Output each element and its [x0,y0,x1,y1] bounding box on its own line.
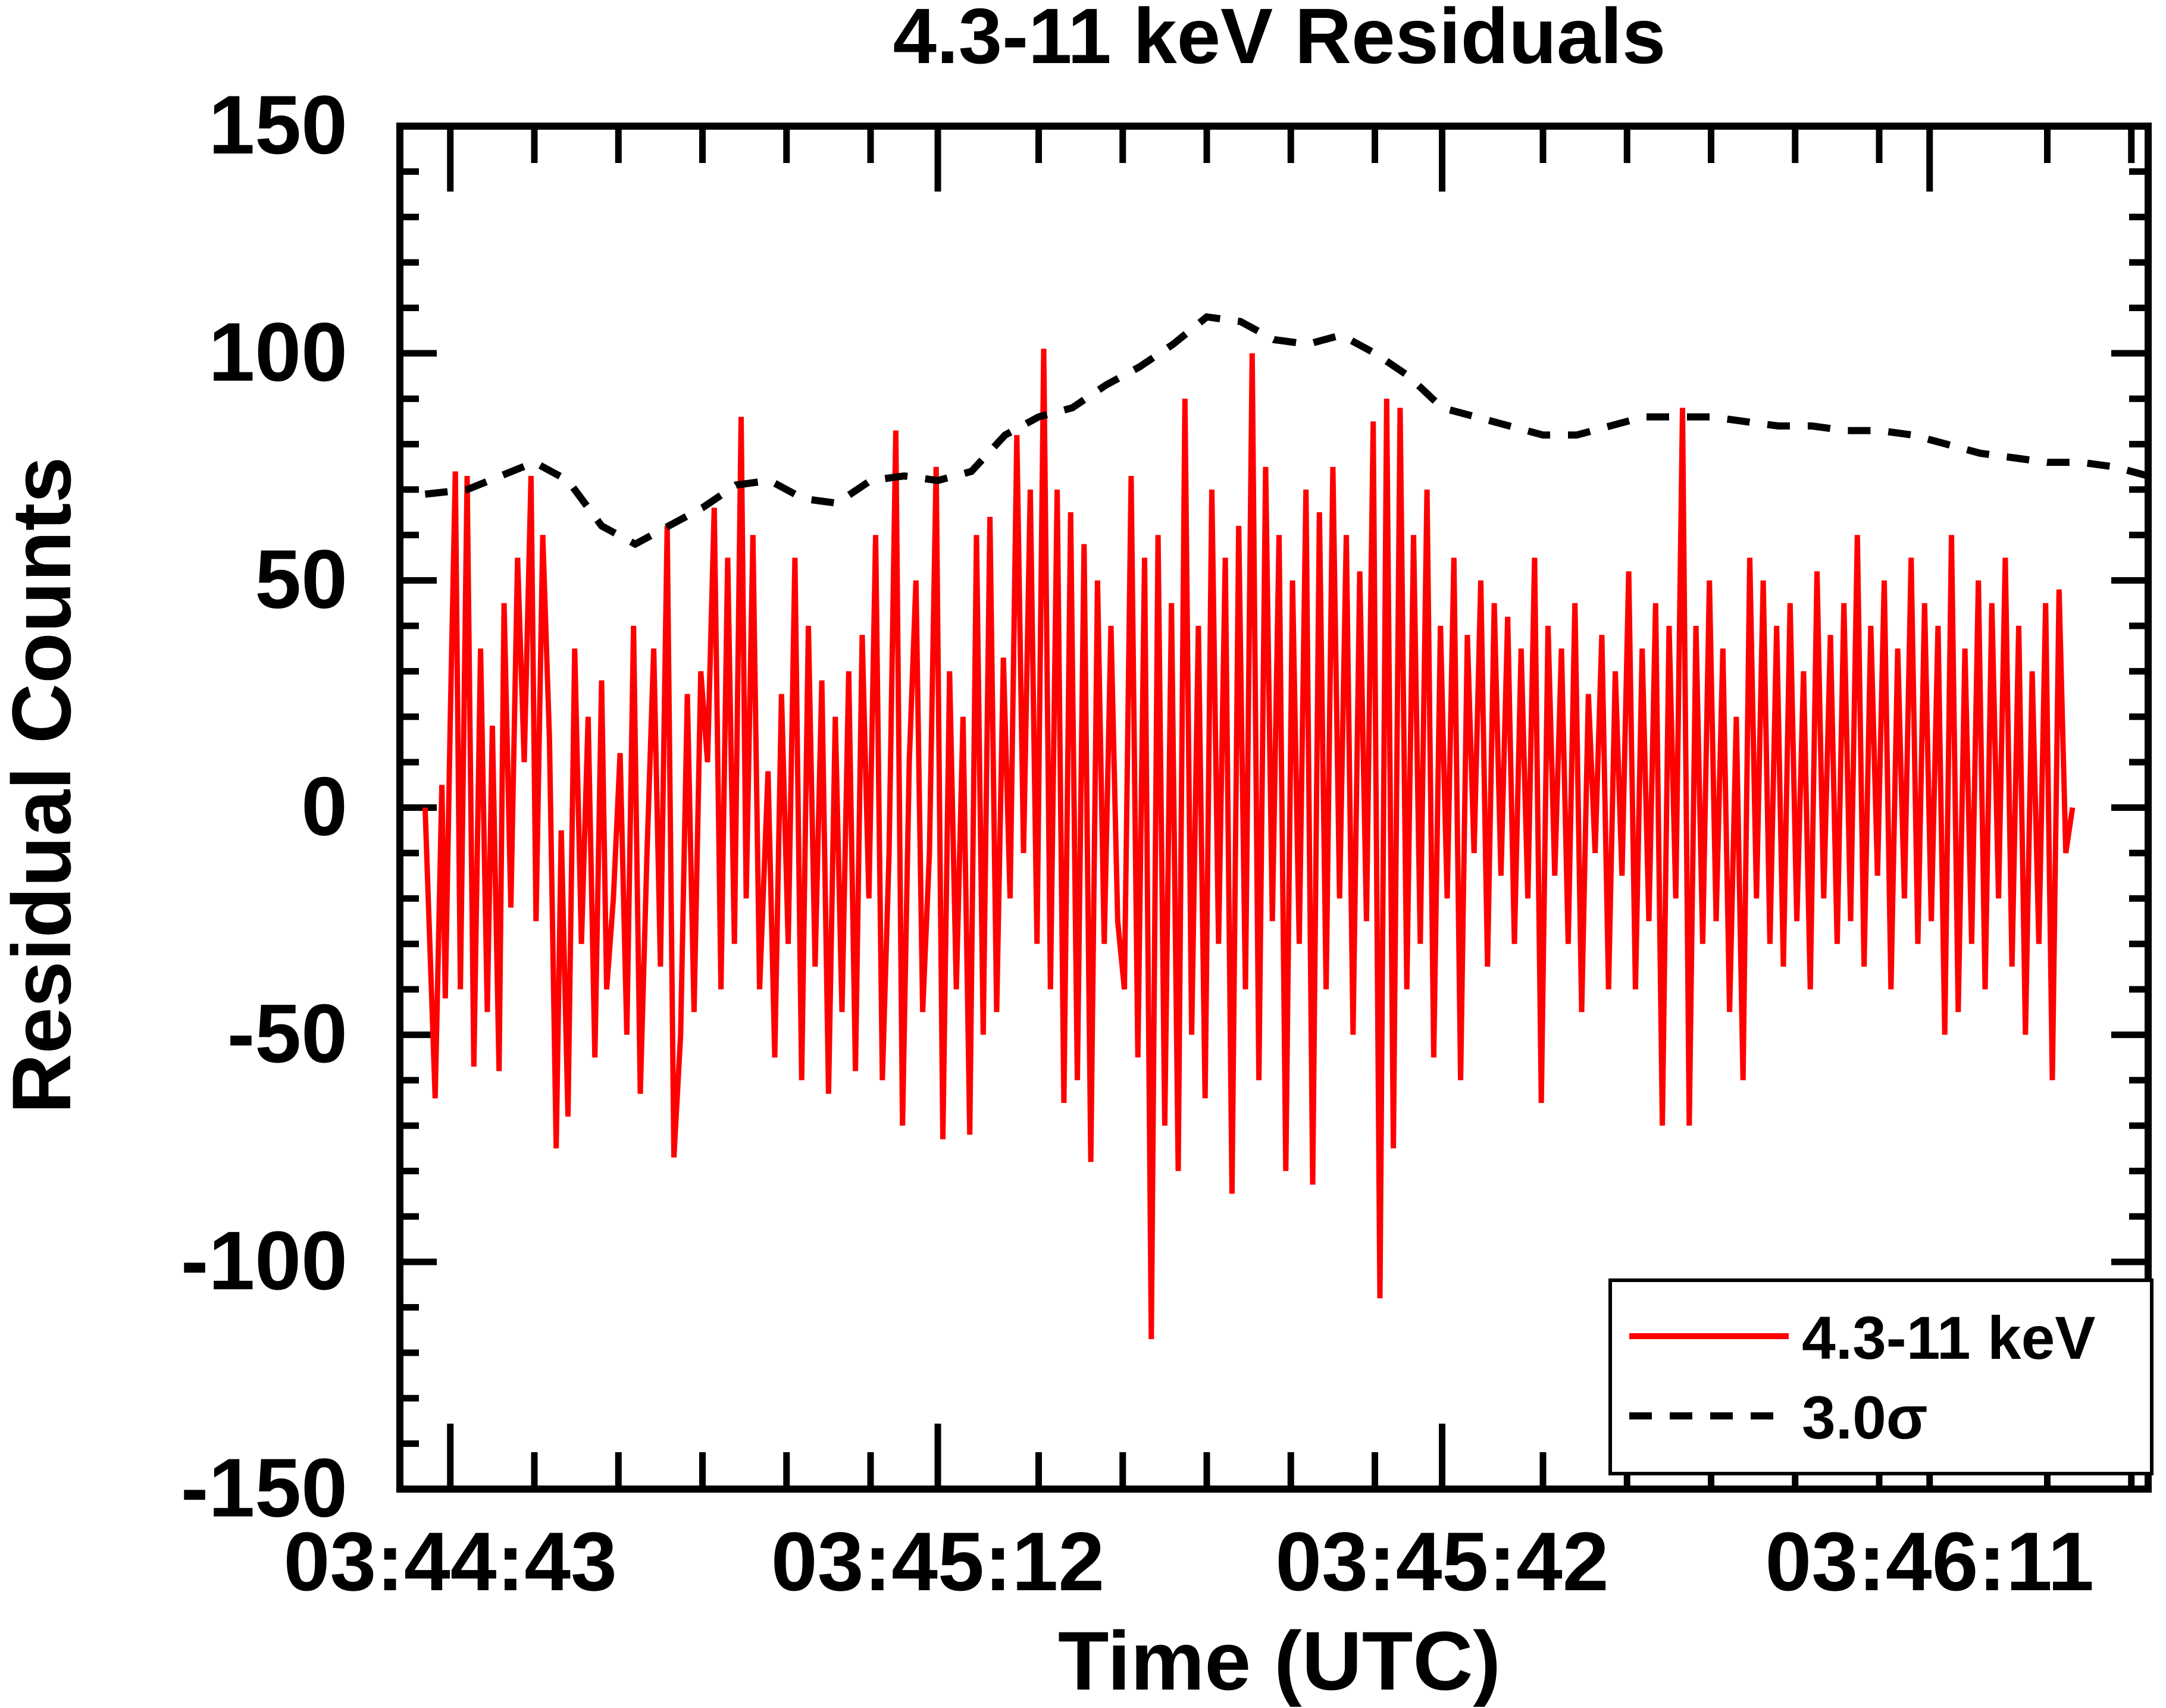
legend-label-4.3-11-kev: 4.3-11 keV [1802,1304,2095,1372]
series-line-3-sigma [424,313,2148,549]
y-tick-label: 150 [208,78,348,171]
plot-frame [396,123,2152,1493]
x-axis-label: Time (UTC) [1058,1614,1501,1707]
y-tick-label: -150 [181,1441,348,1534]
x-tick-label: 03:46:11 [1765,1515,2094,1608]
x-tick-labels: 03:44:43 03:45:12 03:45:42 03:46:11 [284,1515,2095,1608]
y-tick-label: -100 [181,1214,348,1307]
y-tick-label: 50 [255,532,348,626]
x-tick-label: 03:45:42 [1275,1515,1608,1608]
y-axis-label: Residual Counts [0,457,88,1114]
legend-box [1608,1278,2154,1475]
y-tick-label: -50 [227,986,348,1080]
series-line-4.3-11-kev [422,349,2076,1340]
y-tick-label: 0 [301,760,348,853]
x-tick-label: 03:44:43 [284,1515,617,1608]
legend: 4.3-11 keV 3.0σ [1608,1278,2154,1475]
x-tick-label: 03:45:12 [771,1515,1104,1608]
legend-label-3-sigma: 3.0σ [1802,1384,1928,1452]
y-tick-labels: 150 100 50 0 -50 -100 -150 [181,78,348,1534]
y-tick-label: 100 [208,305,348,399]
chart-title: 4.3-11 keV Residuals [893,0,1666,80]
